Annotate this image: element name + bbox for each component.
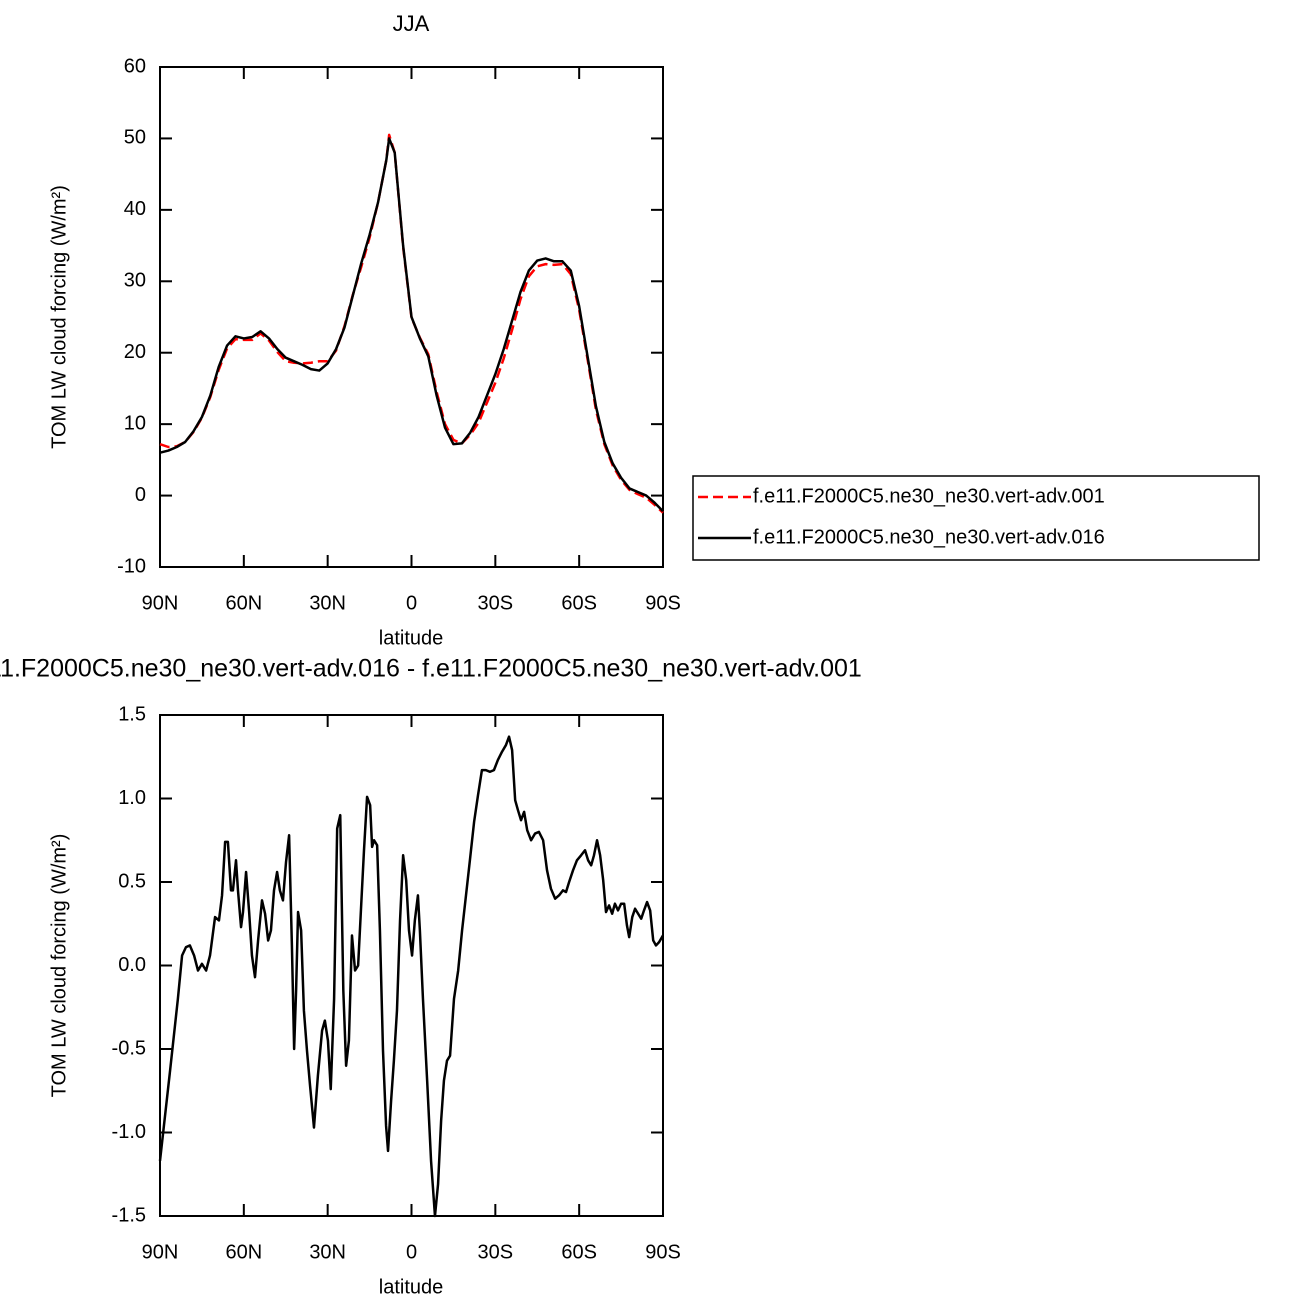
- x-tick-label: 60N: [225, 592, 262, 614]
- x-tick-label: 90S: [645, 1241, 681, 1263]
- y-tick-label: 1.5: [118, 703, 146, 725]
- chart-title: JJA: [393, 11, 430, 36]
- legend-label: f.e11.F2000C5.ne30_ne30.vert-adv.001: [753, 485, 1105, 507]
- x-tick-label: 30N: [309, 1241, 346, 1263]
- data-line: [158, 735, 665, 1218]
- y-tick-label: 30: [124, 270, 146, 292]
- y-axis-label: TOM LW cloud forcing (W/m²): [48, 834, 70, 1098]
- y-axis-label: TOM LW cloud forcing (W/m²): [48, 185, 70, 449]
- x-tick-label: 60N: [225, 1241, 262, 1263]
- x-axis-label: latitude: [379, 627, 444, 649]
- legend-box: [692, 475, 1260, 561]
- x-tick-label: 30N: [309, 592, 346, 614]
- x-tick-label: 0: [406, 592, 417, 614]
- x-tick-label: 90S: [645, 592, 681, 614]
- y-tick-label: 20: [124, 341, 146, 363]
- y-tick-label: 0.5: [118, 870, 146, 892]
- y-tick-label: -10: [117, 555, 146, 577]
- x-tick-label: 0: [406, 1241, 417, 1263]
- y-tick-label: 60: [124, 55, 146, 77]
- data-line: [159, 133, 664, 514]
- x-axis-label: latitude: [379, 1276, 444, 1298]
- y-tick-label: -0.5: [112, 1037, 146, 1059]
- data-line: [159, 137, 664, 513]
- y-tick-label: 10: [124, 412, 146, 434]
- legend-label: f.e11.F2000C5.ne30_ne30.vert-adv.016: [753, 526, 1105, 548]
- x-tick-label: 90N: [142, 592, 179, 614]
- y-tick-label: 0: [135, 484, 146, 506]
- chart-title: f.e11.F2000C5.ne30_ne30.vert-adv.016 - f…: [0, 655, 862, 683]
- x-tick-label: 60S: [561, 592, 597, 614]
- y-tick-label: 0.0: [118, 954, 146, 976]
- x-tick-label: 30S: [478, 1241, 514, 1263]
- plot-frame: [159, 714, 664, 1217]
- y-tick-label: 1.0: [118, 787, 146, 809]
- y-tick-label: -1.5: [112, 1204, 146, 1226]
- y-tick-label: 50: [124, 127, 146, 149]
- x-tick-label: 90N: [142, 1241, 179, 1263]
- x-tick-label: 30S: [478, 592, 514, 614]
- plot-frame: [159, 66, 664, 568]
- y-tick-label: -1.0: [112, 1121, 146, 1143]
- y-tick-label: 40: [124, 198, 146, 220]
- x-tick-label: 60S: [561, 1241, 597, 1263]
